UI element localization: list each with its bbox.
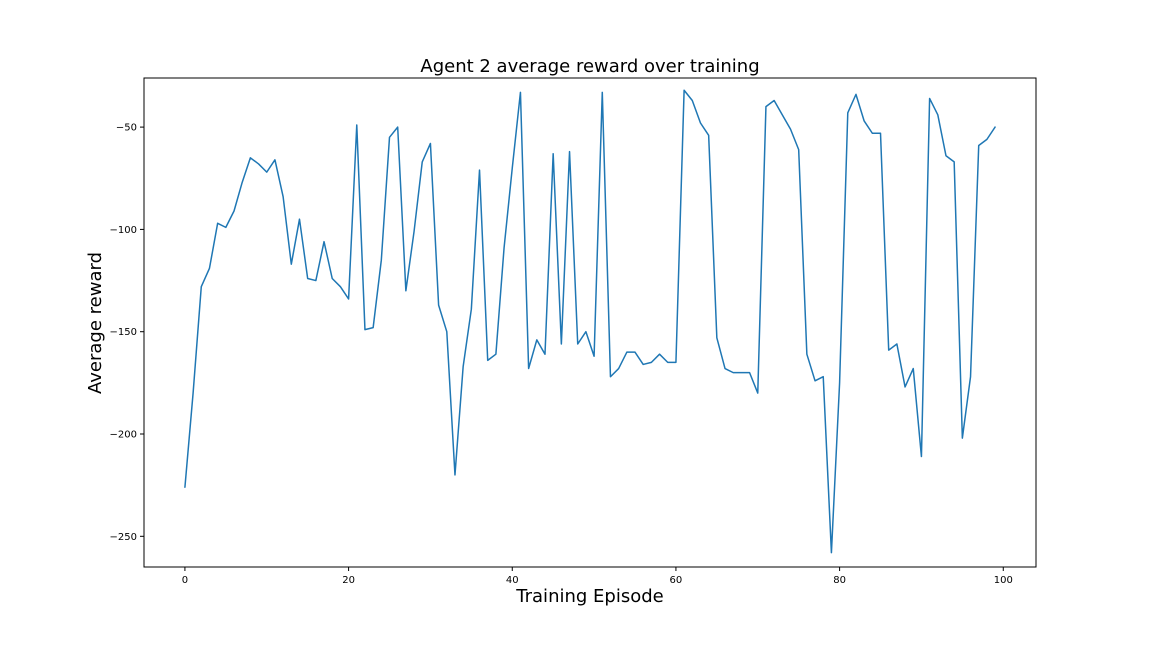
x-tick-label: 0 [182, 575, 188, 586]
y-axis-label: Average reward [85, 252, 106, 394]
y-tick-label: −150 [110, 327, 137, 338]
x-axis-label: Training Episode [515, 586, 663, 607]
y-tick-label: −200 [110, 430, 137, 441]
x-tick-label: 100 [994, 575, 1013, 586]
y-tick-label: −100 [110, 225, 137, 236]
plot-frame [143, 77, 1037, 568]
y-tick-label: −250 [110, 532, 137, 543]
x-tick-label: 60 [670, 575, 683, 586]
y-axis: −250 −200 −150 −100 −50 [110, 123, 144, 543]
plot-area [184, 89, 996, 554]
y-tick-label: −50 [116, 123, 137, 134]
x-axis: 0 20 40 60 80 100 [182, 567, 1013, 586]
series-line-0 [184, 89, 996, 554]
x-tick-label: 20 [342, 575, 355, 586]
chart-title: Agent 2 average reward over training [420, 56, 759, 77]
x-tick-label: 40 [506, 575, 519, 586]
x-tick-label: 80 [833, 575, 846, 586]
